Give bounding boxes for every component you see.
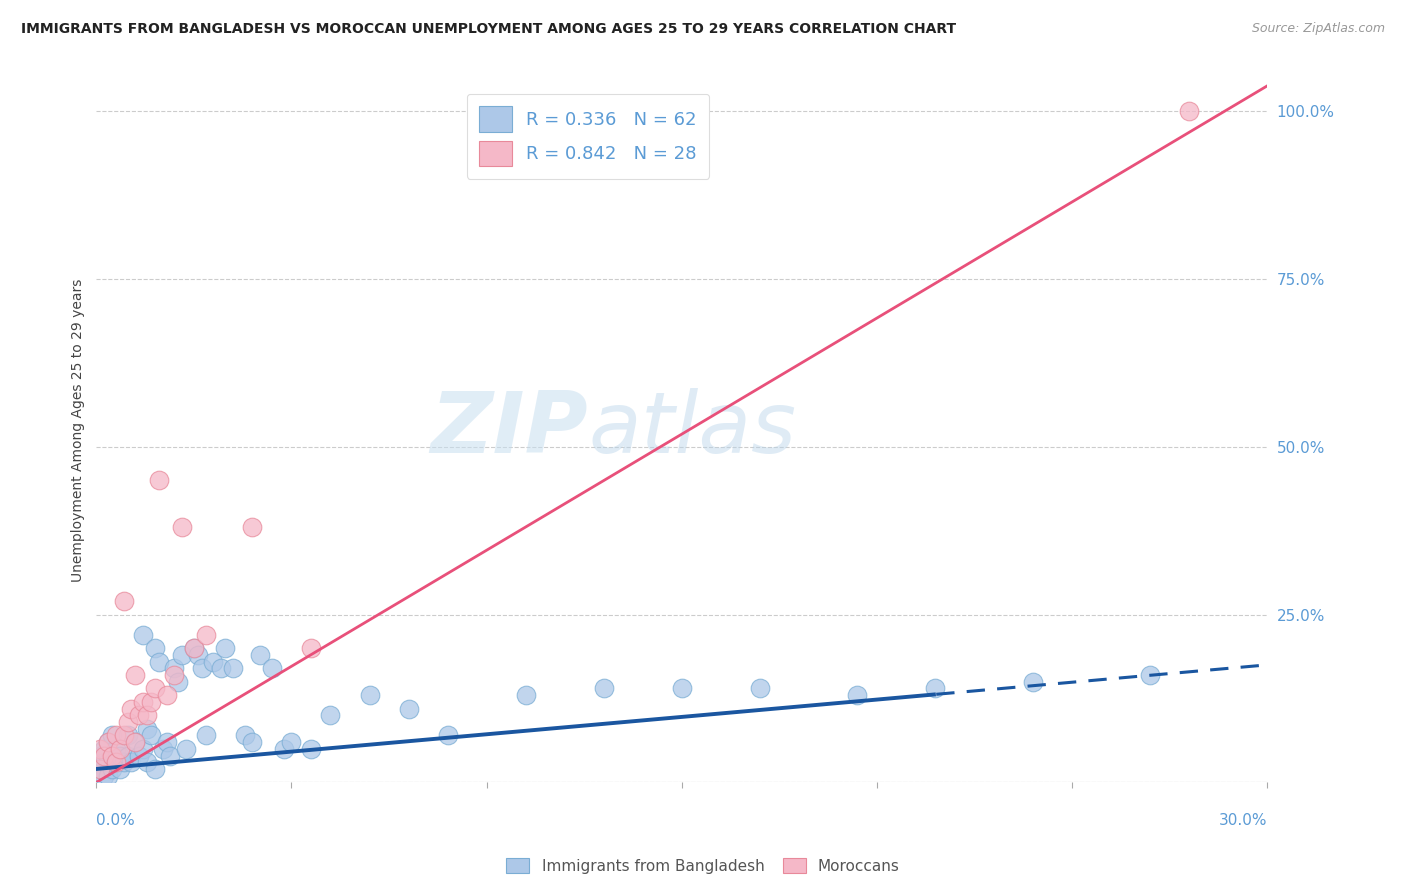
- Text: atlas: atlas: [588, 388, 796, 471]
- Text: 30.0%: 30.0%: [1219, 813, 1267, 828]
- Point: [143, 681, 166, 696]
- Point: [132, 628, 155, 642]
- Legend: R = 0.336   N = 62, R = 0.842   N = 28: R = 0.336 N = 62, R = 0.842 N = 28: [467, 94, 710, 179]
- Point: [108, 762, 131, 776]
- Point: [319, 708, 342, 723]
- Point: [104, 728, 127, 742]
- Text: IMMIGRANTS FROM BANGLADESH VS MOROCCAN UNEMPLOYMENT AMONG AGES 25 TO 29 YEARS CO: IMMIGRANTS FROM BANGLADESH VS MOROCCAN U…: [21, 22, 956, 37]
- Point: [222, 661, 245, 675]
- Point: [183, 641, 205, 656]
- Point: [1178, 103, 1201, 118]
- Point: [93, 769, 115, 783]
- Point: [1139, 668, 1161, 682]
- Point: [124, 735, 146, 749]
- Legend: Immigrants from Bangladesh, Moroccans: Immigrants from Bangladesh, Moroccans: [501, 852, 905, 880]
- Point: [194, 728, 217, 742]
- Point: [89, 741, 111, 756]
- Point: [748, 681, 770, 696]
- Point: [167, 674, 190, 689]
- Point: [117, 728, 139, 742]
- Point: [124, 735, 146, 749]
- Point: [112, 756, 135, 770]
- Point: [671, 681, 693, 696]
- Point: [132, 741, 155, 756]
- Point: [174, 741, 197, 756]
- Point: [515, 688, 537, 702]
- Point: [172, 648, 194, 662]
- Point: [93, 741, 115, 756]
- Point: [97, 735, 120, 749]
- Text: Source: ZipAtlas.com: Source: ZipAtlas.com: [1251, 22, 1385, 36]
- Point: [108, 748, 131, 763]
- Point: [214, 641, 236, 656]
- Point: [128, 708, 150, 723]
- Point: [299, 741, 322, 756]
- Text: ZIP: ZIP: [430, 388, 588, 471]
- Point: [187, 648, 209, 662]
- Point: [117, 714, 139, 729]
- Point: [155, 688, 177, 702]
- Point: [132, 695, 155, 709]
- Point: [152, 741, 174, 756]
- Point: [97, 756, 120, 770]
- Point: [93, 748, 115, 763]
- Point: [121, 701, 143, 715]
- Point: [846, 688, 869, 702]
- Point: [359, 688, 381, 702]
- Point: [97, 735, 120, 749]
- Point: [104, 756, 127, 770]
- Point: [273, 741, 295, 756]
- Point: [121, 756, 143, 770]
- Point: [924, 681, 946, 696]
- Point: [101, 762, 124, 776]
- Y-axis label: Unemployment Among Ages 25 to 29 years: Unemployment Among Ages 25 to 29 years: [72, 278, 86, 582]
- Point: [124, 668, 146, 682]
- Point: [104, 741, 127, 756]
- Point: [136, 722, 159, 736]
- Point: [143, 641, 166, 656]
- Point: [128, 748, 150, 763]
- Point: [190, 661, 212, 675]
- Point: [1022, 674, 1045, 689]
- Point: [233, 728, 256, 742]
- Point: [163, 668, 186, 682]
- Point: [163, 661, 186, 675]
- Point: [436, 728, 458, 742]
- Point: [183, 641, 205, 656]
- Point: [242, 735, 264, 749]
- Point: [117, 748, 139, 763]
- Point: [194, 628, 217, 642]
- Point: [280, 735, 302, 749]
- Point: [139, 728, 162, 742]
- Point: [398, 701, 420, 715]
- Point: [209, 661, 232, 675]
- Point: [299, 641, 322, 656]
- Point: [108, 741, 131, 756]
- Point: [148, 655, 170, 669]
- Point: [101, 748, 124, 763]
- Point: [242, 520, 264, 534]
- Point: [172, 520, 194, 534]
- Point: [89, 748, 111, 763]
- Point: [155, 735, 177, 749]
- Point: [112, 728, 135, 742]
- Point: [97, 769, 120, 783]
- Point: [202, 655, 225, 669]
- Point: [249, 648, 271, 662]
- Point: [89, 762, 111, 776]
- Point: [260, 661, 283, 675]
- Point: [592, 681, 614, 696]
- Point: [159, 748, 181, 763]
- Point: [104, 756, 127, 770]
- Point: [101, 728, 124, 742]
- Point: [148, 473, 170, 487]
- Point: [89, 762, 111, 776]
- Point: [93, 756, 115, 770]
- Point: [139, 695, 162, 709]
- Point: [136, 756, 159, 770]
- Point: [112, 594, 135, 608]
- Text: 0.0%: 0.0%: [97, 813, 135, 828]
- Point: [136, 708, 159, 723]
- Point: [143, 762, 166, 776]
